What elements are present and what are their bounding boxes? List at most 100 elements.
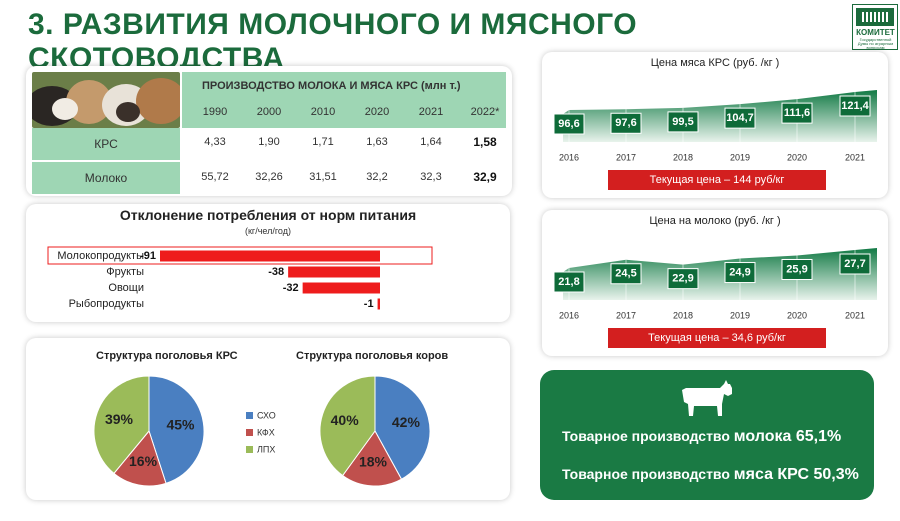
- year-tick-label: 2016: [559, 310, 579, 320]
- price-label-box: [610, 112, 642, 134]
- price-label-box: [781, 258, 813, 280]
- deviation-chart-unit: (кг/чел/год): [244, 226, 291, 236]
- table-cell: 1,58: [473, 135, 497, 149]
- production-table-card: ПРОИЗВОДСТВО МОЛОКА И МЯСА КРС (млн т.) …: [26, 66, 512, 196]
- pie-slice: [319, 375, 376, 477]
- milk-price-chart: 21,8 2016 24,5 2017 22,9 2018 24,9 2019 25,9 2020…: [553, 248, 877, 320]
- pie-slice: [341, 430, 403, 487]
- price-label-box: [839, 253, 871, 275]
- table-cell: 32,26: [255, 171, 283, 183]
- table-cell: 1,64: [420, 136, 442, 148]
- pie-label: 39%: [105, 411, 134, 427]
- deviation-bar: [302, 282, 380, 294]
- cow-icon: [682, 380, 732, 416]
- herd-structure-card: Структура поголовья КРС Структура поголо…: [26, 338, 510, 500]
- row-label-krs: КРС: [32, 128, 180, 160]
- year-header: 2022*: [470, 106, 500, 118]
- pie-label: 42%: [392, 414, 421, 430]
- meat-marketable-prefix: Товарное производство: [562, 466, 734, 482]
- table-title: ПРОИЗВОДСТВО МОЛОКА И МЯСА КРС (млн т.): [202, 80, 461, 92]
- legend-label: СХО: [257, 410, 276, 420]
- price-label: 121,4: [841, 100, 869, 112]
- committee-logo: КОМИТЕТ Государственной Думы по аграрным…: [852, 4, 898, 50]
- pie-title-cows: Структура поголовья коров: [296, 350, 449, 362]
- deviation-bar: [377, 298, 380, 310]
- deviation-chart: Молокопродукты-91 Фрукты -38 Овощи -32 Рыбопр…: [47, 246, 433, 310]
- price-label-box: [839, 95, 871, 117]
- price-label-box: [667, 268, 699, 290]
- pie-title-krs: Структура поголовья КРС: [96, 350, 238, 362]
- data-label: -1: [364, 298, 374, 310]
- price-label-box: [724, 262, 756, 284]
- logo-subtitle: Государственной Думы по аграрным вопроса…: [857, 37, 894, 50]
- category-label: Овощи: [108, 282, 144, 294]
- page-title: 3. РАЗВИТИЯ МОЛОЧНОГО И МЯСНОГО СКОТОВОД…: [28, 8, 638, 75]
- legend-swatch: [246, 446, 253, 453]
- meat-current-price: Текущая цена – 144 руб/кг: [608, 170, 826, 190]
- price-area: [563, 90, 877, 142]
- price-label: 111,6: [784, 107, 810, 119]
- year-tick-label: 2019: [730, 152, 750, 162]
- year-tick-label: 2021: [845, 152, 865, 162]
- price-label: 24,9: [729, 266, 750, 278]
- herd-pie-charts: 45% 16% 39% 42% 18% 40% СХО КФХ ЛПХ: [93, 375, 431, 487]
- legend-swatch: [246, 412, 253, 419]
- table-cell: 32,3: [420, 171, 442, 183]
- table-cell: 1,71: [312, 136, 334, 148]
- data-label: -91: [140, 250, 156, 262]
- pie-slice: [113, 429, 167, 487]
- year-tick-label: 2020: [787, 310, 807, 320]
- category-label: Рыбопродукты: [69, 298, 145, 310]
- pie-label: 16%: [129, 453, 158, 469]
- data-label: -38: [268, 266, 284, 278]
- price-label-box: [667, 111, 699, 133]
- year-tick-label: 2018: [673, 152, 693, 162]
- price-area: [563, 248, 877, 300]
- row-label-milk: Молоко: [32, 162, 180, 194]
- year-tick-label: 2021: [845, 310, 865, 320]
- price-label: 24,5: [615, 268, 636, 280]
- price-label: 27,7: [844, 258, 865, 270]
- milk-marketable-prefix: Товарное производство: [562, 428, 734, 444]
- table-cell: 32,9: [473, 170, 497, 184]
- price-label-box: [781, 102, 813, 124]
- year-tick-label: 2019: [730, 310, 750, 320]
- pie-slice: [148, 375, 205, 484]
- year-tick-label: 2018: [673, 310, 693, 320]
- meat-price-title: Цена мяса КРС (руб. /кг ): [650, 57, 780, 69]
- deviation-bar: [160, 250, 380, 262]
- pie-slice: [93, 375, 150, 475]
- year-tick-label: 2017: [616, 152, 636, 162]
- building-icon: [856, 8, 894, 26]
- table-cell: 1,90: [258, 136, 280, 148]
- cows-photo: [32, 72, 180, 128]
- year-header: 2000: [256, 106, 282, 118]
- meat-price-card: Цена мяса КРС (руб. /кг ) 96,6 2016 97,6 20…: [542, 52, 888, 198]
- year-header: 2021: [418, 106, 444, 118]
- deviation-chart-title: Отклонение потребления от норм питания: [119, 207, 417, 223]
- meat-price-chart: 96,6 2016 97,6 2017 99,5 2018 104,7 2019 111,6 20…: [553, 90, 877, 162]
- table-cell: 1,63: [366, 136, 388, 148]
- category-label: Фрукты: [106, 266, 144, 278]
- milk-current-price: Текущая цена – 34,6 руб/кг: [608, 328, 826, 348]
- price-label: 99,5: [672, 116, 693, 128]
- price-label-box: [553, 113, 585, 135]
- table-header-bg: [182, 72, 506, 128]
- deviation-chart-card: Отклонение потребления от норм питания (…: [26, 204, 510, 322]
- table-cell: 32,2: [366, 171, 388, 183]
- milk-marketable-value: молока 65,1%: [733, 428, 842, 445]
- legend-label: КФХ: [257, 427, 275, 437]
- price-label: 96,6: [558, 118, 579, 130]
- price-label: 25,9: [786, 263, 807, 275]
- year-tick-label: 2020: [787, 152, 807, 162]
- logo-name: КОМИТЕТ: [856, 28, 895, 37]
- table-cell: 55,72: [201, 171, 229, 183]
- price-label: 104,7: [726, 112, 754, 124]
- year-tick-label: 2016: [559, 152, 579, 162]
- table-cell: 31,51: [309, 171, 337, 183]
- milk-price-title: Цена на молоко (руб. /кг ): [649, 215, 781, 227]
- price-label: 97,6: [615, 117, 636, 129]
- legend-swatch: [246, 429, 253, 436]
- price-label-box: [610, 263, 642, 285]
- milk-marketable-text: Товарное производство молока 65,1%: [562, 428, 841, 446]
